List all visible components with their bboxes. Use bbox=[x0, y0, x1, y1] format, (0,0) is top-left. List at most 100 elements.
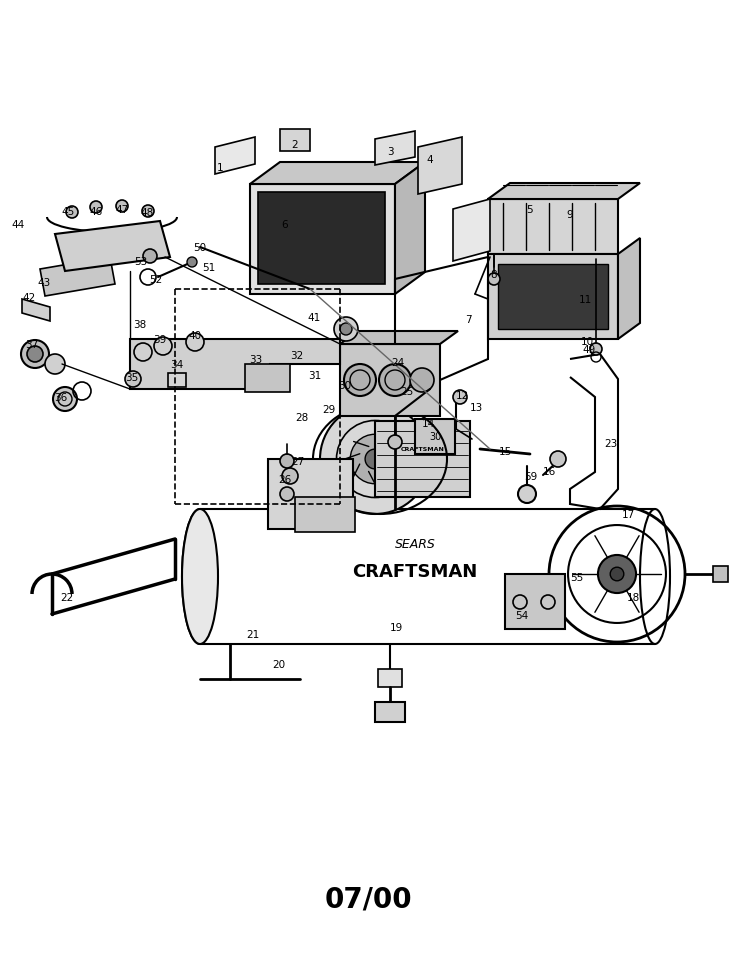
Polygon shape bbox=[618, 239, 640, 339]
Bar bbox=[258, 193, 385, 285]
Circle shape bbox=[334, 317, 358, 341]
Text: 29: 29 bbox=[323, 405, 336, 415]
Text: 53: 53 bbox=[135, 256, 148, 267]
Polygon shape bbox=[55, 222, 170, 272]
Bar bbox=[488, 254, 618, 339]
Text: 18: 18 bbox=[626, 593, 639, 602]
Text: SEARS: SEARS bbox=[395, 537, 435, 551]
Circle shape bbox=[598, 556, 636, 594]
Text: 07/00: 07/00 bbox=[324, 885, 412, 913]
Text: 27: 27 bbox=[291, 456, 304, 467]
Bar bbox=[488, 200, 618, 254]
Bar bbox=[340, 345, 440, 416]
Text: 7: 7 bbox=[465, 314, 471, 325]
Text: 36: 36 bbox=[54, 393, 68, 402]
Bar bbox=[375, 421, 470, 497]
Circle shape bbox=[365, 450, 385, 470]
Text: 16: 16 bbox=[542, 467, 556, 476]
Text: 4: 4 bbox=[427, 154, 434, 165]
Bar bbox=[245, 365, 290, 393]
Polygon shape bbox=[215, 138, 255, 174]
Circle shape bbox=[320, 405, 430, 515]
Polygon shape bbox=[340, 332, 458, 345]
Text: 50: 50 bbox=[193, 243, 207, 253]
Text: 33: 33 bbox=[249, 355, 262, 365]
Text: 46: 46 bbox=[90, 207, 103, 216]
Circle shape bbox=[125, 372, 141, 388]
Circle shape bbox=[142, 206, 154, 218]
Text: 6: 6 bbox=[282, 220, 288, 230]
Text: 17: 17 bbox=[621, 510, 634, 519]
Circle shape bbox=[453, 391, 467, 405]
Polygon shape bbox=[488, 184, 640, 200]
Text: 35: 35 bbox=[126, 373, 139, 382]
Text: 52: 52 bbox=[149, 274, 162, 285]
Circle shape bbox=[550, 452, 566, 468]
Text: 43: 43 bbox=[37, 277, 51, 288]
Text: 39: 39 bbox=[154, 335, 167, 345]
Polygon shape bbox=[130, 339, 340, 390]
Bar bbox=[498, 265, 608, 330]
Polygon shape bbox=[418, 138, 462, 194]
Text: 8: 8 bbox=[491, 270, 498, 280]
Bar bbox=[415, 419, 455, 455]
Circle shape bbox=[280, 455, 294, 469]
Circle shape bbox=[134, 344, 152, 361]
Circle shape bbox=[379, 365, 411, 396]
Text: CRAFTSMAN: CRAFTSMAN bbox=[401, 447, 445, 452]
Bar bbox=[280, 130, 310, 152]
Circle shape bbox=[488, 274, 500, 286]
Text: 42: 42 bbox=[22, 293, 35, 303]
Circle shape bbox=[340, 324, 352, 335]
Text: 37: 37 bbox=[26, 339, 39, 350]
Circle shape bbox=[143, 250, 157, 264]
Circle shape bbox=[53, 388, 77, 412]
Polygon shape bbox=[375, 132, 415, 166]
Text: 1: 1 bbox=[217, 163, 223, 172]
Text: 10: 10 bbox=[581, 336, 594, 347]
Text: 14: 14 bbox=[421, 418, 434, 429]
Text: 13: 13 bbox=[470, 402, 483, 413]
Polygon shape bbox=[453, 200, 490, 262]
Circle shape bbox=[344, 365, 376, 396]
Circle shape bbox=[186, 334, 204, 352]
Text: 49: 49 bbox=[582, 345, 595, 355]
Circle shape bbox=[351, 435, 400, 484]
Text: 26: 26 bbox=[279, 475, 292, 484]
Text: 24: 24 bbox=[391, 357, 405, 368]
Text: 25: 25 bbox=[401, 387, 414, 396]
Bar bbox=[378, 669, 402, 687]
Text: 3: 3 bbox=[387, 147, 393, 157]
Circle shape bbox=[116, 201, 128, 213]
Text: 21: 21 bbox=[246, 629, 259, 639]
Text: 47: 47 bbox=[115, 205, 129, 214]
Text: 11: 11 bbox=[578, 294, 592, 305]
Circle shape bbox=[590, 344, 602, 355]
Circle shape bbox=[388, 436, 402, 450]
Polygon shape bbox=[22, 299, 50, 322]
Circle shape bbox=[410, 369, 434, 393]
Text: 28: 28 bbox=[295, 413, 309, 422]
Text: 30: 30 bbox=[338, 380, 351, 391]
Text: 2: 2 bbox=[292, 140, 298, 150]
Text: 19: 19 bbox=[390, 622, 403, 633]
Text: 48: 48 bbox=[140, 208, 154, 218]
Bar bbox=[268, 459, 353, 530]
Text: 55: 55 bbox=[570, 573, 584, 582]
Text: 9: 9 bbox=[567, 210, 573, 220]
Text: 23: 23 bbox=[604, 438, 617, 449]
Circle shape bbox=[280, 488, 294, 501]
Text: 20: 20 bbox=[273, 659, 286, 669]
Text: 32: 32 bbox=[290, 351, 304, 360]
Text: 44: 44 bbox=[11, 220, 25, 230]
Text: CRAFTSMAN: CRAFTSMAN bbox=[352, 562, 478, 580]
Text: 38: 38 bbox=[133, 319, 146, 330]
Text: 59: 59 bbox=[524, 472, 537, 481]
Circle shape bbox=[518, 485, 536, 503]
Polygon shape bbox=[250, 163, 425, 185]
Circle shape bbox=[90, 202, 102, 213]
Bar bbox=[295, 497, 355, 533]
Text: 45: 45 bbox=[62, 207, 75, 216]
Text: 40: 40 bbox=[188, 331, 201, 340]
Text: 5: 5 bbox=[527, 205, 534, 214]
